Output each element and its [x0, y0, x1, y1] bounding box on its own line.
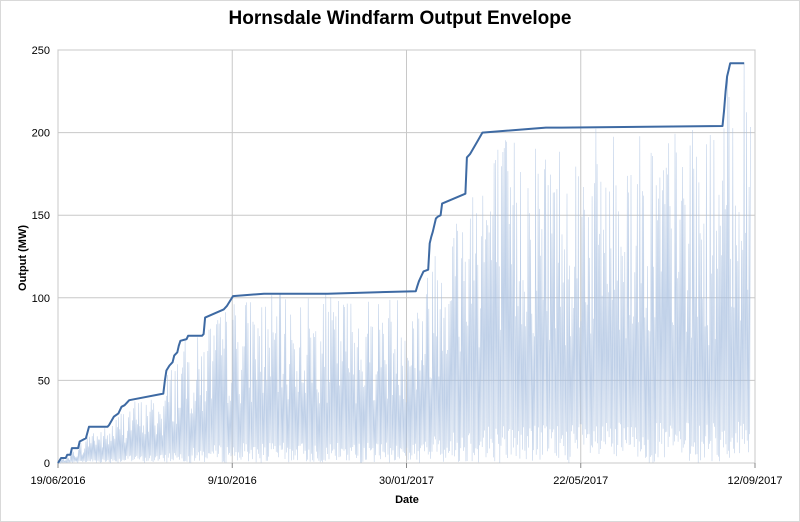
envelope-layer	[57, 62, 745, 464]
raw-output-line	[59, 63, 751, 464]
raw-output-layer	[59, 63, 751, 464]
y-tick-label: 100	[32, 293, 50, 305]
x-tick-label: 22/05/2017	[553, 475, 608, 487]
y-tick-label: 200	[32, 128, 50, 140]
envelope-line	[57, 62, 745, 464]
grid-layer	[57, 49, 756, 468]
x-tick-label: 30/01/2017	[379, 475, 434, 487]
y-tick-label: 50	[38, 375, 50, 387]
x-tick-label: 12/09/2017	[727, 475, 782, 487]
x-axis-title: Date	[395, 494, 419, 506]
y-tick-label: 0	[44, 458, 50, 470]
y-tick-label: 250	[32, 45, 50, 57]
y-tick-label: 150	[32, 210, 50, 222]
x-tick-label: 9/10/2016	[208, 475, 257, 487]
y-axis-title: Output (MW)	[17, 225, 29, 291]
tick-layer: 0 50 100 150 200 250 19/06/2016 9/10/2016 30/01/…	[30, 45, 782, 487]
x-tick-label: 19/06/2016	[30, 475, 85, 487]
chart-title: Hornsdale Windfarm Output Envelope	[228, 8, 572, 29]
